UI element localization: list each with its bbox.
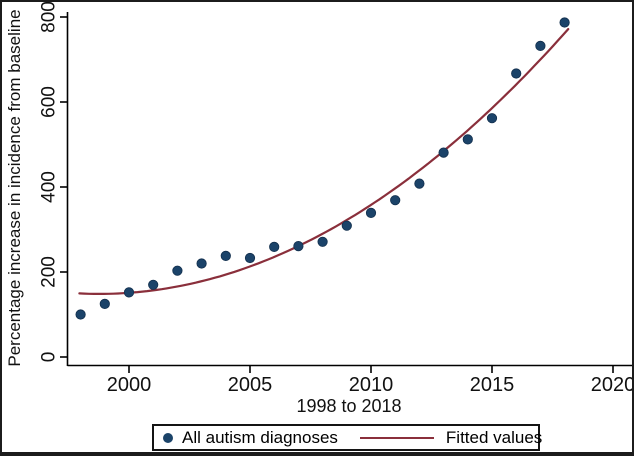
fitted-line-icon bbox=[359, 436, 434, 439]
scatter-marker-icon bbox=[163, 432, 173, 443]
fitted-values-curve bbox=[78, 28, 570, 295]
data-point bbox=[414, 178, 425, 189]
data-point bbox=[293, 241, 304, 252]
legend: All autism diagnoses Fitted values bbox=[152, 424, 543, 451]
legend-label-scatter: All autism diagnoses bbox=[182, 427, 338, 447]
data-point bbox=[196, 258, 207, 269]
y-tick-label: 200 bbox=[39, 256, 60, 288]
legend-item-fitted: Fitted values bbox=[359, 427, 543, 448]
x-tick-label: 2015 bbox=[470, 374, 515, 396]
data-point bbox=[462, 134, 473, 145]
y-tick-label: 0 bbox=[39, 352, 60, 363]
data-point bbox=[269, 241, 280, 252]
y-axis-title: Percentage increase in incidence from ba… bbox=[5, 9, 24, 367]
data-point bbox=[486, 113, 498, 124]
data-point bbox=[317, 236, 328, 247]
x-tick-label: 2010 bbox=[349, 374, 394, 396]
data-point bbox=[535, 40, 546, 52]
y-tick-label: 600 bbox=[39, 86, 60, 118]
data-point bbox=[511, 68, 522, 79]
data-point bbox=[99, 298, 110, 309]
data-point bbox=[123, 287, 135, 298]
data-point bbox=[244, 252, 256, 264]
data-point bbox=[75, 309, 86, 320]
data-point bbox=[438, 147, 449, 158]
x-tick-label: 2005 bbox=[228, 374, 273, 396]
legend-item-scatter: All autism diagnoses bbox=[163, 428, 338, 448]
data-point bbox=[148, 279, 159, 290]
data-point bbox=[220, 250, 231, 261]
x-axis-title: 1998 to 2018 bbox=[296, 396, 402, 416]
x-tick-label: 2020 bbox=[591, 374, 634, 396]
bottom-border-bar bbox=[2, 452, 632, 456]
legend-label-fitted: Fitted values bbox=[445, 427, 543, 447]
data-point bbox=[365, 207, 377, 218]
data-point bbox=[559, 17, 570, 28]
data-point bbox=[172, 265, 183, 276]
x-tick-label: 2000 bbox=[107, 374, 152, 396]
data-point bbox=[341, 220, 352, 231]
data-point bbox=[390, 195, 401, 206]
y-tick-label: 800 bbox=[39, 2, 60, 33]
y-tick-label: 400 bbox=[39, 171, 60, 203]
